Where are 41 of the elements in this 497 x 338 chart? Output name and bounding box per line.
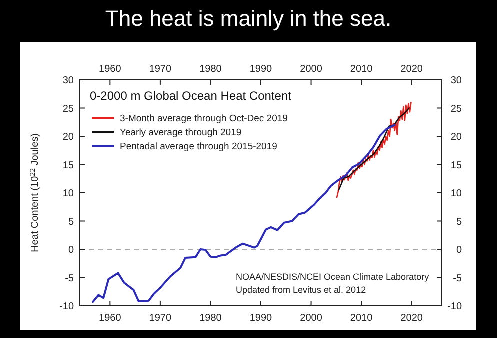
- y2-tick-label: 0: [456, 245, 462, 256]
- x2-tick-label: 1990: [250, 313, 273, 324]
- y2-tick-label: 25: [450, 104, 462, 115]
- y-tick-label: 20: [62, 132, 74, 143]
- x-tick-label: 2010: [350, 64, 374, 75]
- y2-tick-label: 15: [450, 160, 462, 172]
- x-tick-label: 1970: [149, 64, 172, 75]
- text: 0-2000 m Global Ocean Heat Content: [90, 89, 292, 103]
- x2-tick-label: 2020: [400, 313, 424, 324]
- x-tick-label: 1960: [99, 64, 122, 75]
- chart-title: The heat is mainly in the sea.: [105, 6, 392, 31]
- y-tick-label: 25: [62, 104, 74, 115]
- line-series: [336, 102, 412, 198]
- x-tick-label: 2000: [300, 64, 323, 75]
- y-tick-label: 10: [62, 188, 74, 200]
- x2-tick-label: 1970: [149, 313, 172, 324]
- annotation: Updated from Levitus et al. 2012: [236, 285, 366, 295]
- y2-tick-label: 10: [450, 188, 462, 200]
- annotation: NOAA/NESDIS/NCEI Ocean Climate Laboratory: [236, 272, 430, 282]
- x-tick-label: 1980: [200, 64, 222, 75]
- y-tick-label: 30: [62, 76, 74, 86]
- x-tick-label: 1990: [250, 64, 273, 75]
- y2-tick-label: -10: [448, 302, 462, 312]
- legend-label: Yearly average through 2019: [120, 128, 242, 138]
- legend-label: 3-Month average through Oct-Dec 2019: [120, 114, 288, 124]
- y-tick-label: -10: [60, 302, 74, 312]
- y-tick-label: 15: [62, 160, 74, 172]
- x2-tick-label: 1980: [200, 313, 222, 324]
- y-tick-label: -5: [65, 273, 74, 284]
- y2-tick-label: 30: [450, 76, 462, 86]
- legend-label: Pentadal average through 2015-2019: [120, 142, 278, 152]
- y-tick-label: 0: [68, 245, 74, 256]
- line-series: [338, 108, 410, 191]
- x-tick-label: 2020: [400, 64, 424, 75]
- y-tick-label: 5: [68, 216, 74, 228]
- y2-tick-label: 20: [450, 132, 462, 143]
- x2-tick-label: 2000: [300, 313, 323, 324]
- x2-tick-label: 1960: [99, 313, 122, 324]
- x2-tick-label: 2010: [350, 313, 374, 324]
- y2-tick-label: -5: [453, 273, 462, 284]
- y2-tick-label: 5: [456, 216, 462, 228]
